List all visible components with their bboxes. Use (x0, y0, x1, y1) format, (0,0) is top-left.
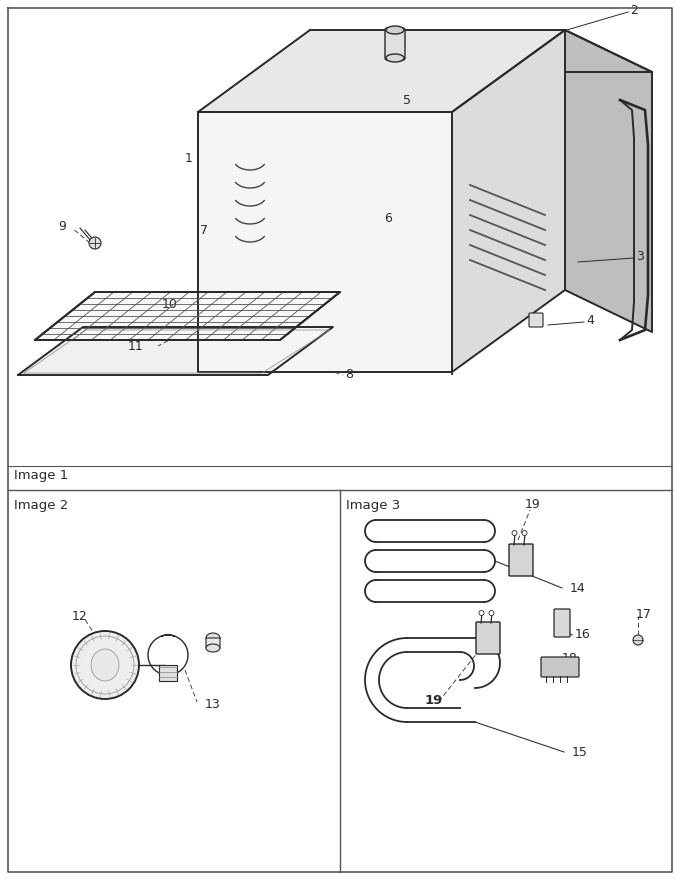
Text: 3: 3 (636, 250, 644, 262)
FancyBboxPatch shape (206, 638, 220, 648)
Circle shape (89, 237, 101, 249)
Text: 14: 14 (570, 582, 585, 595)
Text: 12: 12 (72, 610, 88, 622)
Text: Image 1: Image 1 (14, 470, 68, 482)
Polygon shape (18, 327, 333, 375)
FancyBboxPatch shape (509, 544, 533, 576)
Text: Image 3: Image 3 (346, 500, 401, 512)
Bar (159, 665, 177, 681)
Circle shape (479, 611, 484, 615)
Text: 13: 13 (205, 698, 221, 710)
Polygon shape (310, 30, 652, 72)
Circle shape (512, 531, 517, 536)
Polygon shape (565, 30, 652, 332)
Text: 5: 5 (403, 93, 411, 106)
Ellipse shape (386, 54, 404, 62)
Circle shape (522, 531, 527, 536)
Circle shape (633, 635, 643, 645)
Text: 4: 4 (586, 313, 594, 326)
Polygon shape (35, 292, 340, 340)
Ellipse shape (386, 26, 404, 34)
Text: 11: 11 (127, 341, 143, 354)
Text: 6: 6 (384, 211, 392, 224)
FancyBboxPatch shape (476, 622, 500, 654)
Circle shape (71, 631, 139, 699)
Text: 19: 19 (425, 693, 443, 707)
Polygon shape (452, 30, 565, 372)
Text: 2: 2 (630, 4, 638, 17)
Text: 18: 18 (562, 651, 578, 664)
Text: 15: 15 (572, 745, 588, 759)
Circle shape (489, 611, 494, 615)
Polygon shape (198, 112, 452, 372)
Polygon shape (198, 30, 565, 112)
Text: 1: 1 (185, 151, 193, 165)
Ellipse shape (91, 649, 119, 681)
Ellipse shape (206, 644, 220, 652)
Text: 19: 19 (525, 497, 541, 510)
Text: 16: 16 (575, 628, 591, 642)
FancyBboxPatch shape (554, 609, 570, 637)
Text: 17: 17 (636, 607, 652, 620)
FancyBboxPatch shape (541, 657, 579, 677)
Text: 7: 7 (200, 224, 208, 238)
Text: 9: 9 (58, 219, 66, 232)
FancyBboxPatch shape (385, 28, 405, 60)
FancyBboxPatch shape (529, 313, 543, 327)
Text: 10: 10 (162, 298, 178, 312)
Text: 8: 8 (345, 369, 353, 382)
Ellipse shape (206, 633, 220, 643)
Polygon shape (390, 72, 452, 372)
Text: Image 2: Image 2 (14, 500, 68, 512)
